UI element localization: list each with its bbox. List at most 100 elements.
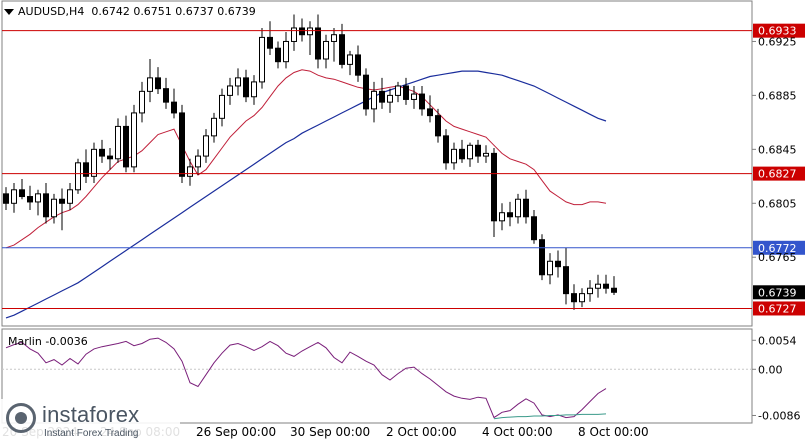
candle xyxy=(379,77,385,109)
candle xyxy=(131,104,137,173)
candle xyxy=(323,34,329,69)
candle xyxy=(235,68,241,96)
candle-body xyxy=(299,27,305,36)
candle-body xyxy=(307,27,313,36)
candle xyxy=(491,147,497,237)
candle xyxy=(59,188,65,231)
candle xyxy=(363,68,369,116)
candlesticks xyxy=(3,14,617,310)
candle-body xyxy=(459,148,465,160)
x-tick-label: 26 Sep 00:00 xyxy=(196,425,276,439)
candle xyxy=(179,104,185,184)
blue-moving-average xyxy=(5,70,607,319)
candle-body xyxy=(275,47,281,63)
candle-body xyxy=(347,54,353,65)
level-badge xyxy=(753,23,805,38)
candle xyxy=(339,23,345,69)
osc-y-tick-label: 0.0054 xyxy=(758,334,797,347)
oscillator-series xyxy=(2,337,752,420)
candle xyxy=(443,129,449,170)
candle-body xyxy=(19,189,25,198)
candle-body xyxy=(35,193,41,203)
symbol-label: AUDUSD,H4 xyxy=(18,5,85,18)
candle xyxy=(523,189,529,224)
candle xyxy=(611,276,617,295)
candle-body xyxy=(99,148,105,157)
candle-body xyxy=(547,260,553,276)
candle xyxy=(603,274,609,294)
candle xyxy=(371,81,377,123)
candle-body xyxy=(163,88,169,103)
candle xyxy=(483,145,489,163)
candle xyxy=(227,77,233,105)
x-tick-label: 2 Oct 00:00 xyxy=(386,425,457,439)
candle-body xyxy=(331,34,337,42)
candle xyxy=(99,139,105,163)
price-panel-frame xyxy=(1,0,753,327)
candle-body xyxy=(587,287,593,295)
candle xyxy=(435,108,441,143)
candle xyxy=(267,21,273,55)
candle-body xyxy=(67,189,73,204)
candle xyxy=(147,58,153,103)
level-badge xyxy=(753,166,805,181)
candle-body xyxy=(123,125,129,168)
candle-body xyxy=(363,74,369,110)
candle xyxy=(555,250,561,278)
candle xyxy=(195,149,201,175)
candle-body xyxy=(227,85,233,96)
candle-body xyxy=(371,90,377,110)
candle xyxy=(355,45,361,82)
candle-body xyxy=(139,90,145,114)
candle-body xyxy=(355,54,361,76)
candle-body xyxy=(507,212,513,218)
candle xyxy=(499,203,505,231)
candle xyxy=(467,142,473,167)
marlin-signal-line xyxy=(493,413,607,420)
logo-brand: instaforex xyxy=(42,402,140,427)
osc-y-tick-label: 0.00 xyxy=(758,363,783,376)
candle xyxy=(35,189,41,216)
candle xyxy=(203,129,209,163)
candle-body xyxy=(291,27,297,42)
candle-body xyxy=(419,93,425,110)
candle xyxy=(251,75,257,105)
candle-body xyxy=(467,144,473,160)
candle xyxy=(283,32,289,69)
level-badge xyxy=(753,240,805,255)
candle-body xyxy=(395,85,401,96)
candle-body xyxy=(563,266,569,295)
candle xyxy=(387,88,393,113)
level-label: 0.6827 xyxy=(758,168,797,181)
candle-body xyxy=(195,155,201,168)
candle xyxy=(307,21,313,55)
candle-body xyxy=(203,135,209,157)
candle xyxy=(459,139,465,163)
candle-body xyxy=(403,85,409,100)
candle xyxy=(219,88,225,127)
candle-body xyxy=(323,40,329,60)
candle-body xyxy=(483,152,489,157)
price-y-tick-label: 0.6885 xyxy=(758,89,797,102)
candle-body xyxy=(3,193,9,204)
candle-body xyxy=(251,81,257,98)
chart-title: AUDUSD,H4 0.6742 0.6751 0.6737 0.6739 xyxy=(4,5,256,18)
candle xyxy=(515,193,521,224)
candle-body xyxy=(315,27,321,60)
candle xyxy=(451,142,457,170)
candle-body xyxy=(43,193,49,218)
candle xyxy=(539,234,545,281)
candle xyxy=(27,185,33,211)
candle-body xyxy=(603,283,609,289)
candle-body xyxy=(595,283,601,289)
level-badge xyxy=(753,301,805,316)
candle xyxy=(171,88,177,119)
candle xyxy=(427,95,433,123)
candle xyxy=(595,274,601,298)
candle-body xyxy=(611,287,617,293)
candle-body xyxy=(179,112,185,177)
current-price-label: 0.6739 xyxy=(758,286,797,299)
candle-body xyxy=(259,36,265,83)
collapse-triangle-icon[interactable] xyxy=(4,9,14,15)
candle xyxy=(51,193,57,224)
